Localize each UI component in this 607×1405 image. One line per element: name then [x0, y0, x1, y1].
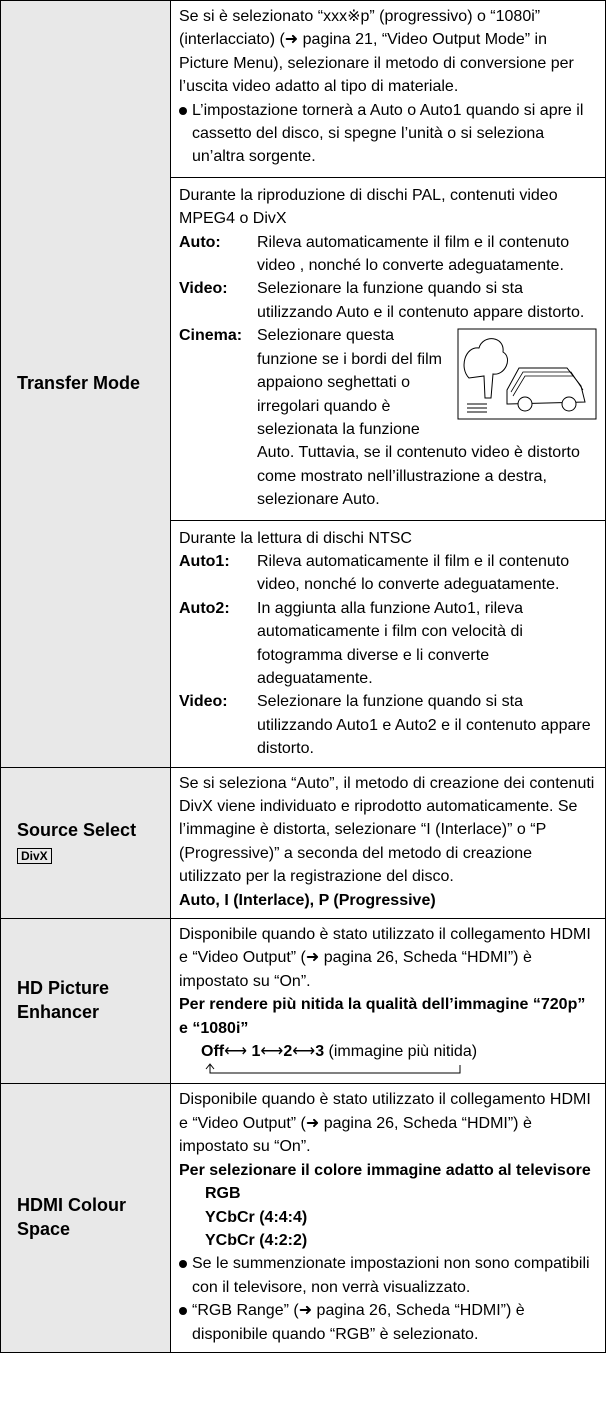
- options: Auto, I (Interlace), P (Progressive): [179, 891, 436, 909]
- term: Video:: [179, 693, 228, 711]
- row-label: Source Select DivX: [0, 766, 171, 920]
- term: Auto:: [179, 233, 221, 251]
- heading: Durante la riproduzione di dischi PAL, c…: [179, 186, 558, 228]
- bullet-text: “RGB Range” (➜ pagina 26, Scheda “HDMI”)…: [192, 1302, 525, 1343]
- heading: Per selezionare il colore immagine adatt…: [179, 1161, 591, 1179]
- label-text: Source Select: [17, 819, 137, 840]
- heading: Durante la lettura di dischi NTSC: [179, 529, 412, 547]
- desc: In aggiunta alla funzione Auto1, rileva …: [257, 599, 523, 687]
- option: YCbCr (4:4:4): [205, 1208, 308, 1226]
- illustration: [457, 328, 597, 420]
- option: RGB: [205, 1185, 241, 1203]
- paragraph: Disponibile quando è stato utilizzato il…: [179, 926, 591, 990]
- term: Video:: [179, 280, 228, 298]
- row-content: Se si è selezionato “xxx※p” (progressivo…: [170, 0, 606, 768]
- row-label: HD Picture Enhancer: [0, 918, 171, 1085]
- heading: Per rendere più nitida la qualità dell’i…: [179, 996, 586, 1037]
- row: HD Picture Enhancer Disponibile quando è…: [0, 918, 606, 1085]
- paragraph: Se si è selezionato “xxx※p” (progressivo…: [179, 8, 574, 96]
- desc: Selezionare questa funzione se i bordi d…: [257, 327, 580, 509]
- term: Auto2:: [179, 599, 230, 617]
- note: (immagine più nitida): [328, 1043, 478, 1061]
- row: HDMI Colour Space Disponibile quando è s…: [0, 1083, 606, 1353]
- paragraph: Disponibile quando è stato utilizzato il…: [179, 1091, 591, 1156]
- paragraph: Se si seleziona “Auto”, il metodo di cre…: [179, 774, 595, 886]
- bullet: L’impostazione tornerà a Auto o Auto1 qu…: [179, 99, 597, 169]
- bullet: Se le summenzionate impostazioni non son…: [179, 1252, 597, 1299]
- return-arrow: [205, 1063, 461, 1074]
- option-cycle: Off⟷ 1⟷2⟷3 (immagine più nitida): [201, 1043, 478, 1061]
- row: Transfer Mode Se si è selezionato “xxx※p…: [0, 0, 606, 768]
- row: Source Select DivX Se si seleziona “Auto”…: [0, 766, 606, 920]
- option: 3: [315, 1043, 325, 1061]
- row-content: Disponibile quando è stato utilizzato il…: [170, 918, 606, 1085]
- desc: Selezionare la funzione quando si sta ut…: [257, 693, 591, 758]
- term: Auto1:: [179, 552, 230, 570]
- row-content: Disponibile quando è stato utilizzato il…: [170, 1083, 606, 1353]
- desc: Selezionare la funzione quando si sta ut…: [257, 280, 585, 321]
- desc: Rileva automaticamente il film e il cont…: [257, 233, 570, 275]
- option: 2: [283, 1043, 293, 1061]
- row-label: HDMI Colour Space: [0, 1083, 171, 1353]
- row-content: Se si seleziona “Auto”, il metodo di cre…: [170, 766, 606, 920]
- row-label: Transfer Mode: [0, 0, 171, 768]
- option: Off: [201, 1043, 225, 1061]
- option: YCbCr (4:2:2): [205, 1231, 308, 1249]
- term: Cinema:: [179, 327, 243, 345]
- bullet: “RGB Range” (➜ pagina 26, Scheda “HDMI”)…: [179, 1299, 597, 1346]
- bullet-text: Se le summenzionate impostazioni non son…: [192, 1255, 590, 1296]
- bullet-text: L’impostazione tornerà a Auto o Auto1 qu…: [192, 101, 584, 166]
- option: 1: [251, 1043, 261, 1061]
- badge: DivX: [17, 847, 52, 864]
- settings-table: Transfer Mode Se si è selezionato “xxx※p…: [0, 0, 606, 1353]
- desc: Rileva automaticamente il film e il cont…: [257, 552, 570, 594]
